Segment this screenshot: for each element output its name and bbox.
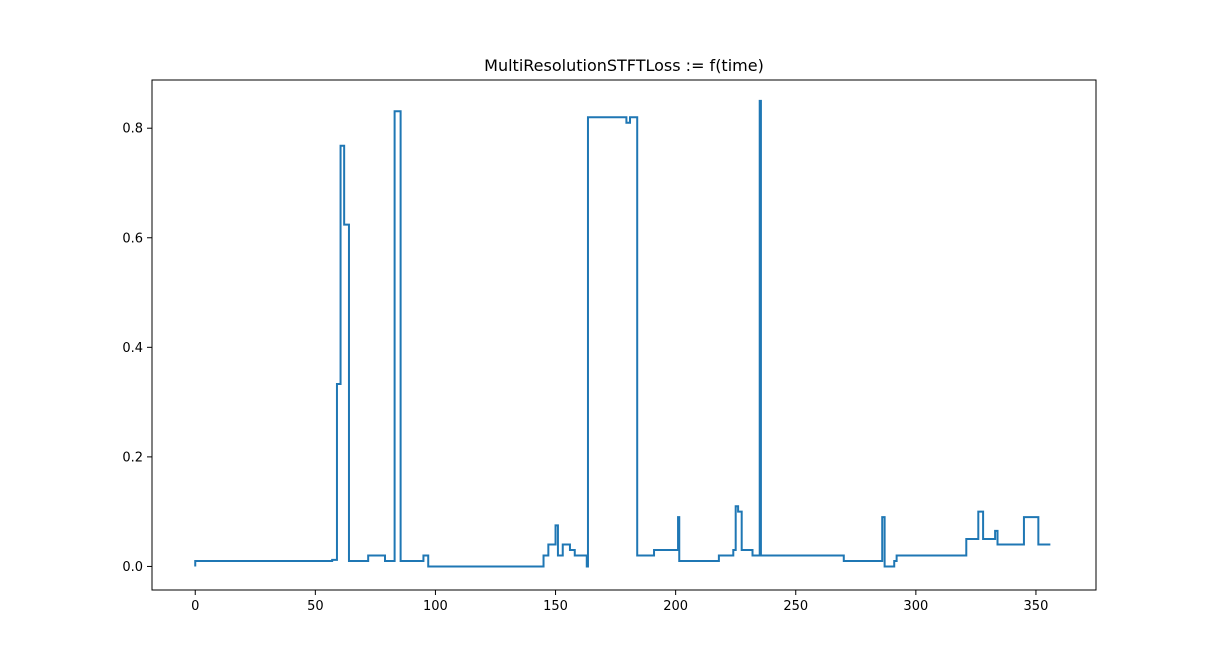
x-tick-label: 300 [903,599,928,614]
y-tick-label: 0.4 [122,341,143,356]
x-tick-label: 250 [783,599,808,614]
series-line-0 [194,99,1051,568]
x-tick-label: 50 [307,599,324,614]
x-tick-label: 0 [191,599,199,614]
axes-frame [151,79,1097,591]
chart-title: MultiResolutionSTFTLoss := f(time) [484,56,764,75]
x-tick-label: 350 [1024,599,1049,614]
y-tick-label: 0.2 [122,450,143,465]
x-tick-label: 100 [423,599,448,614]
x-tick-label: 200 [663,599,688,614]
y-tick-label: 0.6 [122,231,143,246]
y-tick-label: 0.8 [122,122,143,137]
x-tick-label: 150 [543,599,568,614]
plot-area: 0 50 100 150 200 250 300 350 0.0 0.2 0.4 0.6 0.8 [122,79,1097,614]
y-tick-label: 0.0 [122,560,143,575]
